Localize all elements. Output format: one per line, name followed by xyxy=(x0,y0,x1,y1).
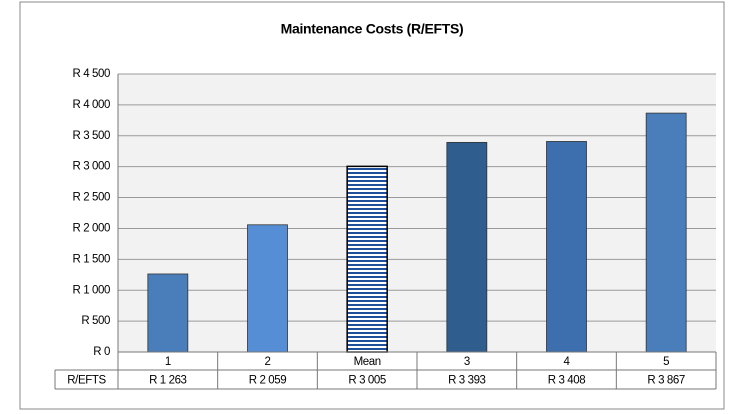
y-tick-label: R 0 xyxy=(93,346,110,358)
x-tick-label: 5 xyxy=(663,356,669,368)
y-tick-label: R 4 000 xyxy=(73,99,110,111)
plot-area xyxy=(118,74,716,352)
bar xyxy=(546,141,587,353)
x-tick-label: Mean xyxy=(354,356,381,368)
table-value: R 2 059 xyxy=(249,375,286,387)
y-tick-label: R 4 500 xyxy=(73,68,110,80)
chart-title: Maintenance Costs (R/EFTS) xyxy=(281,21,464,37)
bar xyxy=(346,165,388,353)
x-tick-label: 3 xyxy=(464,356,470,368)
y-tick-label: R 1 000 xyxy=(73,284,110,296)
table-value: R 3 005 xyxy=(348,375,385,387)
y-tick-label: R 2 500 xyxy=(73,192,110,204)
table-row-label: R/EFTS xyxy=(67,375,106,387)
table-value: R 3 867 xyxy=(647,375,684,387)
x-tick-label: 2 xyxy=(265,356,271,368)
y-tick-label: R 2 000 xyxy=(73,222,110,234)
table-value: R 3 408 xyxy=(548,375,585,387)
bar xyxy=(645,112,687,353)
y-tick-label: R 3 000 xyxy=(73,161,110,173)
table-value: R 3 393 xyxy=(448,375,485,387)
table-value: R 1 263 xyxy=(149,375,186,387)
y-tick-label: R 1 500 xyxy=(73,253,110,265)
x-tick-label: 4 xyxy=(564,356,571,368)
x-tick-label: 1 xyxy=(165,356,171,368)
y-tick-label: R 3 500 xyxy=(73,130,110,142)
bar xyxy=(446,141,488,353)
y-tick-label: R 500 xyxy=(81,315,110,327)
bar xyxy=(247,224,288,353)
bar xyxy=(147,273,189,353)
